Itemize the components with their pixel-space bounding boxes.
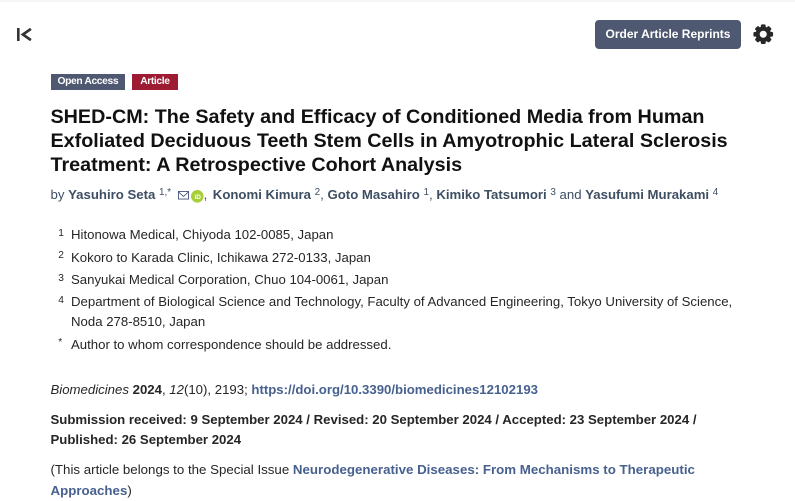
- svg-text:iD: iD: [195, 194, 202, 201]
